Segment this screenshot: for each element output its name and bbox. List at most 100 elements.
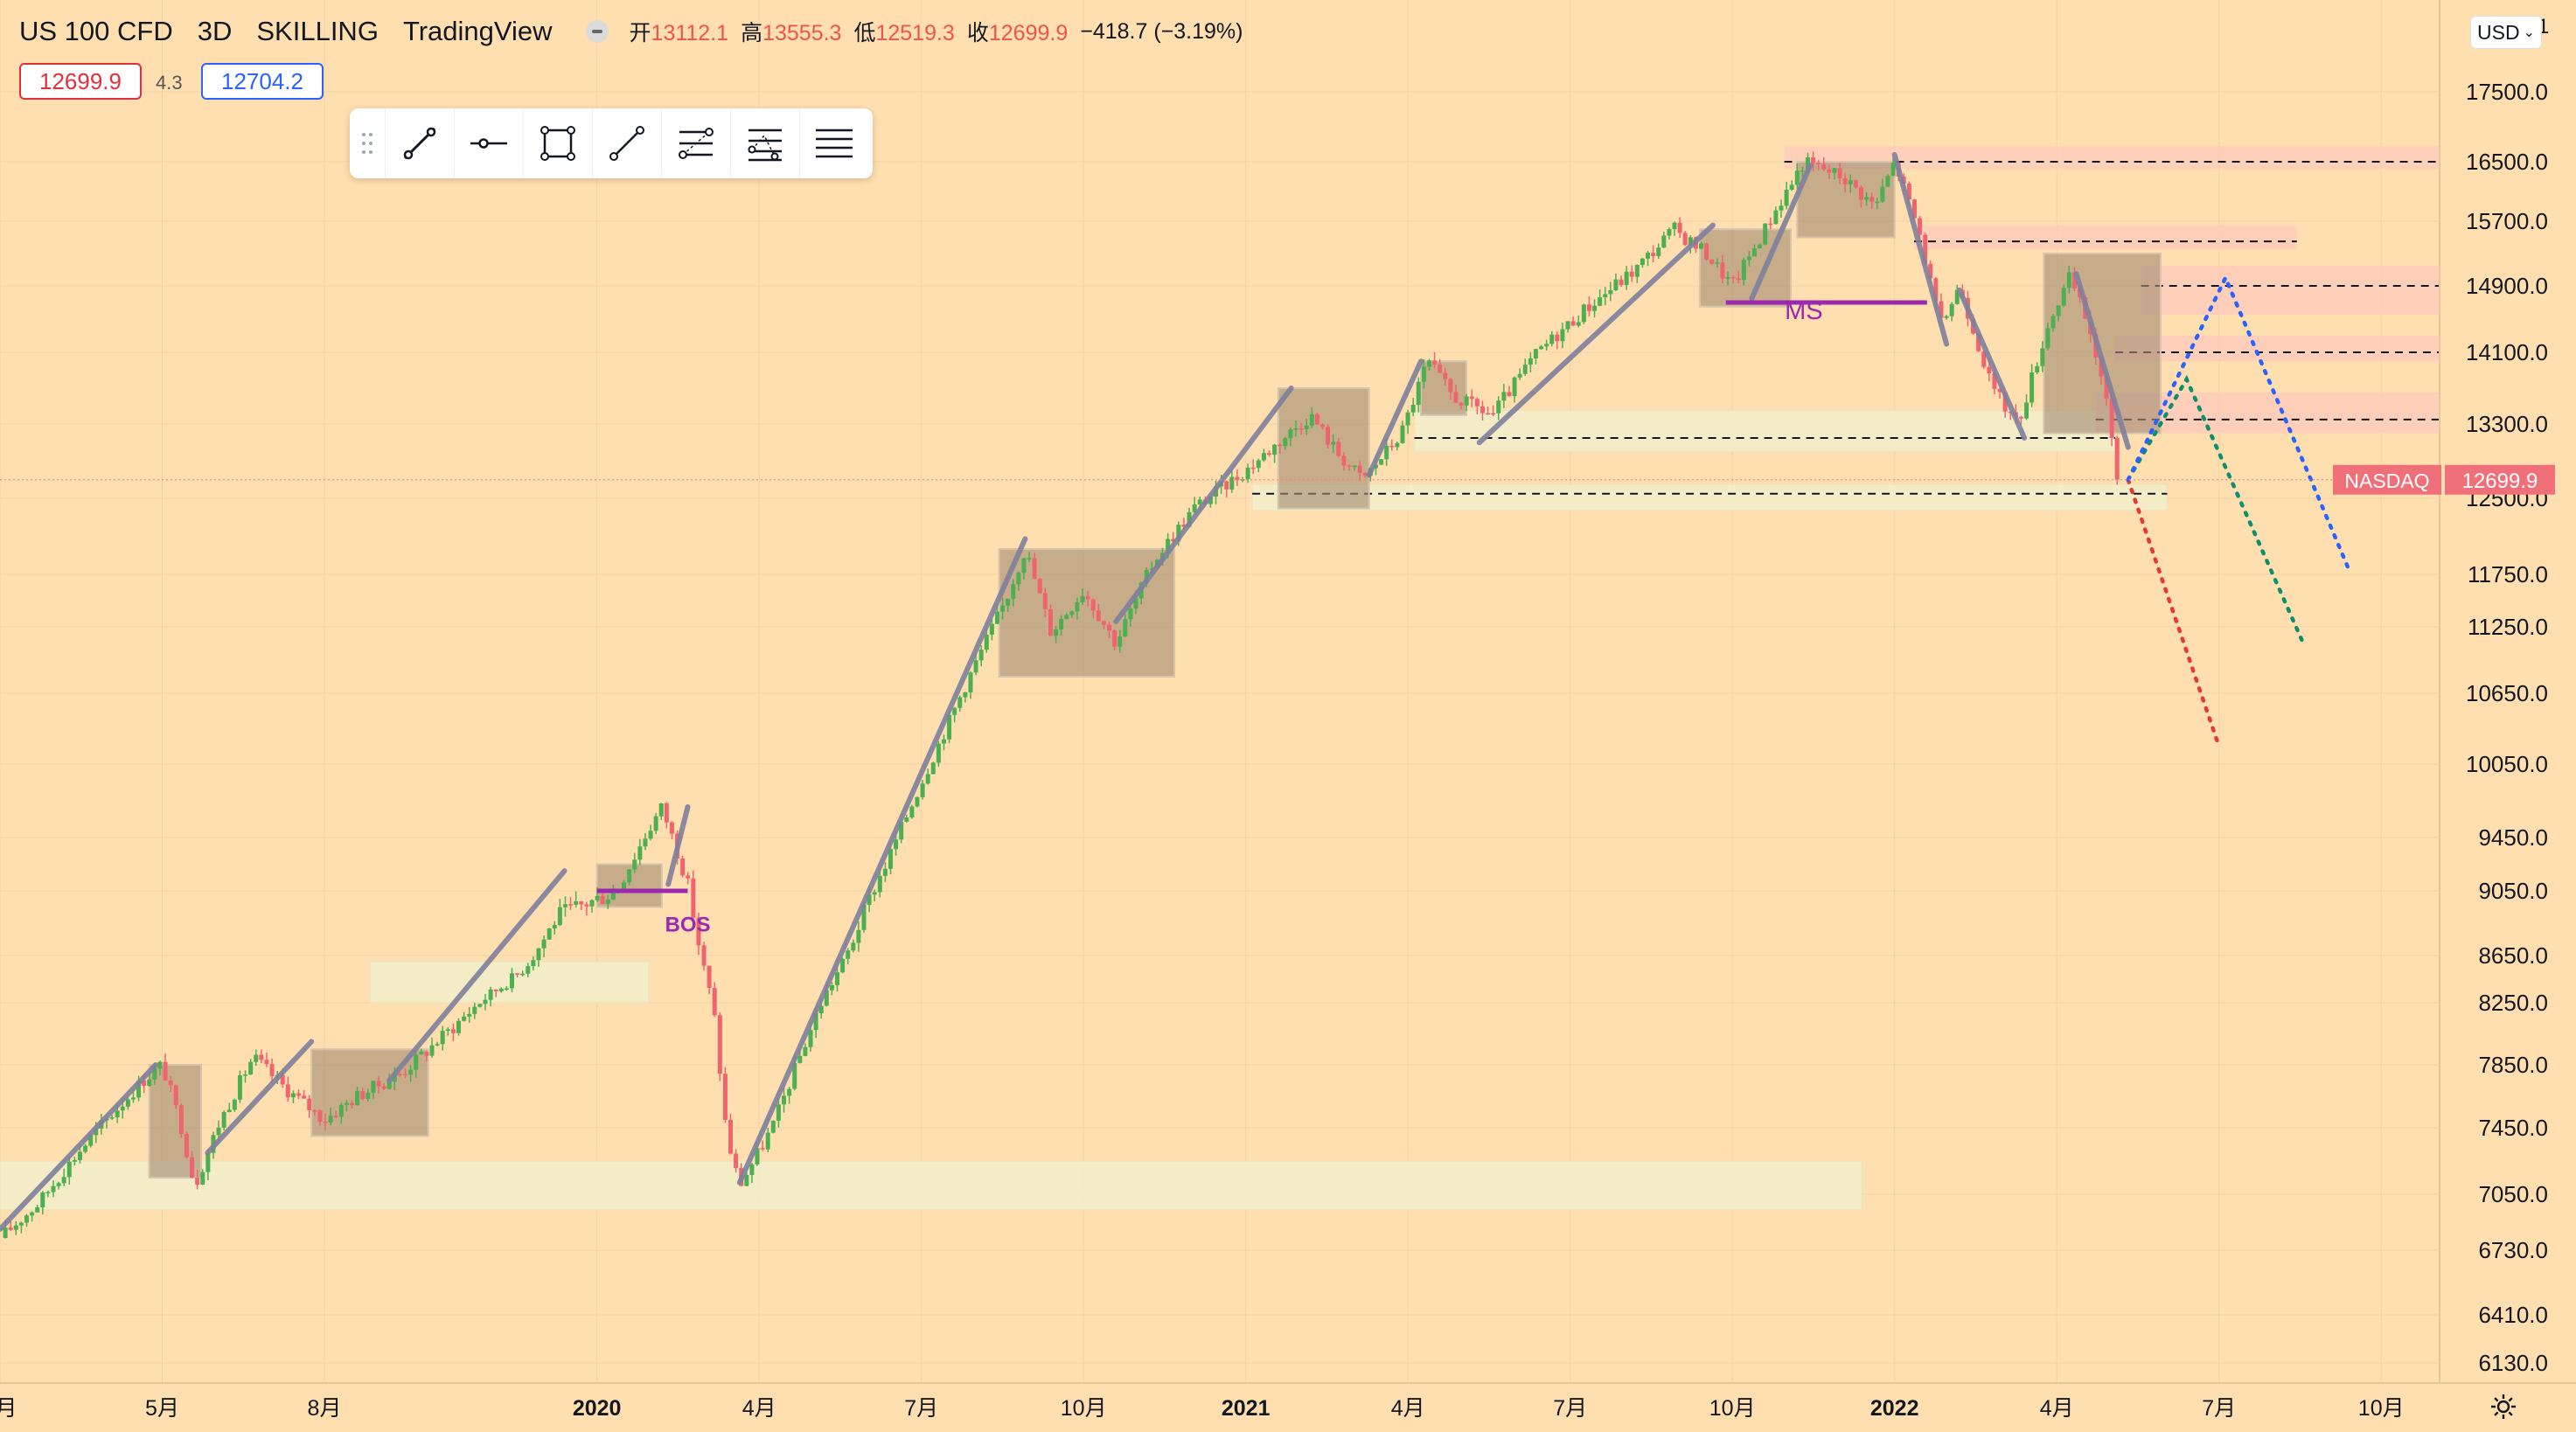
candle-body — [264, 1060, 269, 1065]
candle-body — [1512, 377, 1517, 397]
candle-body — [371, 1081, 376, 1093]
candle-body — [707, 965, 712, 989]
fib-retracement-icon[interactable] — [661, 108, 730, 178]
symbol-name[interactable]: US 100 CFD — [19, 16, 173, 46]
candle-body — [574, 900, 579, 905]
time-tick-label: 10月 — [2358, 1396, 2405, 1421]
text-lines-icon[interactable] — [799, 108, 868, 178]
candle-body — [846, 950, 851, 959]
price-tick-label: 14900.0 — [2466, 273, 2548, 299]
candle-body — [915, 796, 920, 807]
candle-body — [1603, 294, 1608, 298]
time-tick-label: 10月 — [1709, 1396, 1756, 1421]
candle-body — [94, 1128, 99, 1136]
candle-body — [1453, 392, 1459, 403]
settings-gear-icon[interactable] — [2489, 1392, 2518, 1422]
candle-body — [45, 1192, 51, 1194]
time-tick-label: 2020 — [573, 1396, 622, 1421]
candle-body — [467, 1013, 472, 1017]
candle-body — [1682, 233, 1688, 246]
price-tick-label: 15700.0 — [2466, 208, 2548, 234]
horizontal-ray-icon[interactable] — [454, 108, 523, 178]
candle-body — [664, 803, 669, 823]
broker-label: SKILLING — [256, 16, 379, 46]
candle-body — [1560, 329, 1565, 342]
candle-body — [749, 1164, 755, 1175]
candle-body — [894, 839, 899, 850]
drag-handle-icon[interactable] — [350, 108, 385, 178]
candle-body — [1507, 392, 1512, 397]
source-label: TradingView — [402, 16, 553, 46]
candle-body — [1805, 157, 1810, 170]
candle-body — [691, 878, 696, 918]
candle-body — [504, 988, 509, 990]
fib-extension-icon[interactable] — [730, 108, 799, 178]
candle-body — [40, 1192, 45, 1207]
candle-body — [424, 1052, 429, 1056]
candle-body — [1832, 168, 1837, 173]
candle-body — [595, 895, 600, 900]
currency-selector[interactable]: USD ⌄ — [2470, 16, 2542, 49]
candle-body — [1741, 260, 1746, 281]
candle-body — [1528, 358, 1533, 365]
candle-body — [1736, 278, 1741, 281]
candle-body — [350, 1102, 355, 1106]
candle-body — [1133, 598, 1138, 609]
candle-body — [1629, 271, 1634, 277]
sell-price-button[interactable]: 12699.9 — [19, 63, 142, 100]
candle-body — [605, 899, 610, 905]
candle-body — [24, 1215, 29, 1223]
candle-body — [941, 739, 946, 744]
candle-body — [520, 973, 526, 976]
candle-body — [1565, 321, 1570, 330]
candle-body — [1496, 400, 1501, 414]
candle-body — [1421, 366, 1426, 382]
candle-body — [408, 1069, 414, 1075]
candle-body — [930, 762, 936, 775]
candle-body — [30, 1212, 35, 1216]
time-tick-label: 10月 — [1061, 1396, 1107, 1421]
price-tick-label: 7050.0 — [2478, 1181, 2548, 1207]
demand-zone — [0, 1160, 1863, 1211]
candle-body — [147, 1079, 152, 1086]
candle-body — [1229, 476, 1235, 490]
candle-body — [984, 634, 989, 650]
candle-body — [1080, 595, 1085, 602]
candle-body — [1667, 229, 1672, 236]
candle-body — [1379, 459, 1384, 465]
candle-body — [829, 984, 834, 991]
candle-body — [1949, 303, 1954, 316]
candle-body — [770, 1120, 776, 1133]
swing-leg — [1749, 163, 1814, 302]
candle-body — [1362, 472, 1368, 476]
candle-body — [125, 1099, 130, 1107]
candle-body — [968, 672, 973, 692]
interval-label[interactable]: 3D — [197, 16, 233, 46]
candle-body — [1608, 289, 1613, 295]
swing-leg — [665, 804, 691, 887]
candle-body — [1555, 334, 1560, 342]
candle-body — [824, 990, 829, 1006]
candle-body — [2114, 437, 2120, 480]
trend-line-icon[interactable] — [385, 108, 454, 178]
candle-body — [2104, 376, 2109, 399]
candle-body — [414, 1054, 419, 1070]
ohlc-high: 高13555.3 — [741, 21, 842, 45]
candle-body — [1869, 197, 1875, 202]
candle-body — [1486, 413, 1491, 415]
candle-body — [1144, 569, 1149, 583]
time-tick-label: 4月 — [1391, 1396, 1425, 1421]
buy-price-button[interactable]: 12704.2 — [201, 63, 324, 100]
candle-body — [66, 1161, 72, 1178]
candle-body — [1779, 205, 1784, 211]
candle-body — [120, 1106, 125, 1111]
candle-body — [1725, 276, 1730, 279]
rectangle-icon[interactable] — [523, 108, 592, 178]
line-icon[interactable] — [592, 108, 661, 178]
candle-body — [1746, 256, 1751, 261]
candle-body — [1539, 346, 1544, 350]
collapse-legend-icon[interactable] — [585, 20, 609, 43]
candle-body — [541, 939, 547, 949]
candle-body — [1341, 455, 1347, 466]
